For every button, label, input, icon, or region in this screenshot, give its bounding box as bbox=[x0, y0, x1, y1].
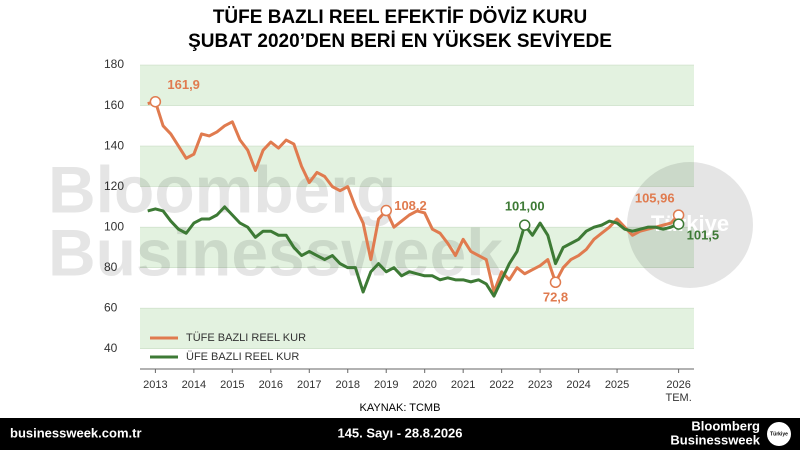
watermark-text: Türkiye bbox=[651, 211, 729, 236]
x-tick-label: 2013 bbox=[143, 379, 167, 391]
footer-badge-text: Türkiye bbox=[770, 431, 788, 437]
x-tick-label: 2024 bbox=[566, 379, 590, 391]
grid-band bbox=[140, 146, 694, 187]
annotation-marker bbox=[149, 95, 162, 108]
chart-title: TÜFE BAZLI REEL EFEKTİF DÖVİZ KURU bbox=[213, 7, 587, 28]
source: KAYNAK: TCMB bbox=[360, 402, 441, 414]
x-tick-label: 2015 bbox=[220, 379, 244, 391]
footer-brand: Bloomberg bbox=[691, 418, 760, 433]
annotation-label: 101,00 bbox=[505, 199, 545, 214]
chart-title: ŞUBAT 2020’DEN BERİ EN YÜKSEK SEVİYEDE bbox=[188, 31, 612, 52]
y-tick-label: 100 bbox=[104, 219, 124, 233]
x-tick-label: 2022 bbox=[489, 379, 513, 391]
x-tick-label: 2023 bbox=[528, 379, 552, 391]
series-line bbox=[147, 100, 680, 294]
annotation-marker bbox=[380, 204, 392, 217]
series-line bbox=[147, 205, 680, 298]
annotation-label: 161,9 bbox=[167, 77, 200, 92]
y-tick-label: 60 bbox=[104, 300, 118, 314]
annotation-label: 108,2 bbox=[394, 198, 427, 213]
plot-background: 40 60 80 100 120 140 160 180 2013 2014 2015 2016 201… bbox=[104, 57, 694, 404]
annotation-marker bbox=[518, 219, 531, 231]
footer-brand: Businessweek bbox=[670, 432, 760, 447]
plot: TÜFE BAZLI REEL KUR ÜFE BAZLI REEL KUR 161… bbox=[147, 77, 720, 363]
annotation-label: 101,5 bbox=[687, 228, 720, 243]
grid-band bbox=[140, 308, 694, 349]
x-tick-label: 2021 bbox=[451, 379, 475, 391]
watermark-circle bbox=[627, 162, 753, 288]
footer-bar bbox=[0, 418, 800, 450]
x-tick-label: 2025 bbox=[605, 379, 629, 391]
y-tick-label: 140 bbox=[104, 138, 124, 152]
footer-issue: 145. Sayı - 28.8.2026 bbox=[337, 425, 462, 440]
x-tick-label: 2019 bbox=[374, 379, 398, 391]
annotation-marker bbox=[672, 218, 685, 230]
x-tick-label: 2017 bbox=[297, 379, 321, 391]
y-tick-label: 180 bbox=[104, 57, 124, 71]
x-tick-label: 2014 bbox=[182, 379, 206, 391]
footer-badge bbox=[767, 422, 791, 446]
x-tick-label: 2026 TEM. bbox=[665, 379, 691, 404]
y-tick-label: 40 bbox=[104, 341, 118, 355]
annotation-label: 72,8 bbox=[543, 290, 568, 305]
legend-label: TÜFE BAZLI REEL KUR bbox=[186, 332, 306, 344]
footer-site: businessweek.com.tr bbox=[10, 425, 142, 440]
annotation-label: 105,96 bbox=[635, 191, 675, 206]
grid-band bbox=[140, 65, 694, 106]
x-tick-label: 2018 bbox=[336, 379, 360, 391]
y-tick-label: 160 bbox=[104, 98, 124, 112]
y-tick-label: 80 bbox=[104, 260, 118, 274]
y-tick-label: 120 bbox=[104, 179, 124, 193]
legend-label: ÜFE BAZLI REEL KUR bbox=[186, 351, 299, 363]
x-tick-label: 2016 bbox=[259, 379, 283, 391]
x-tick-label: 2020 bbox=[412, 379, 436, 391]
annotation-marker bbox=[549, 276, 562, 289]
